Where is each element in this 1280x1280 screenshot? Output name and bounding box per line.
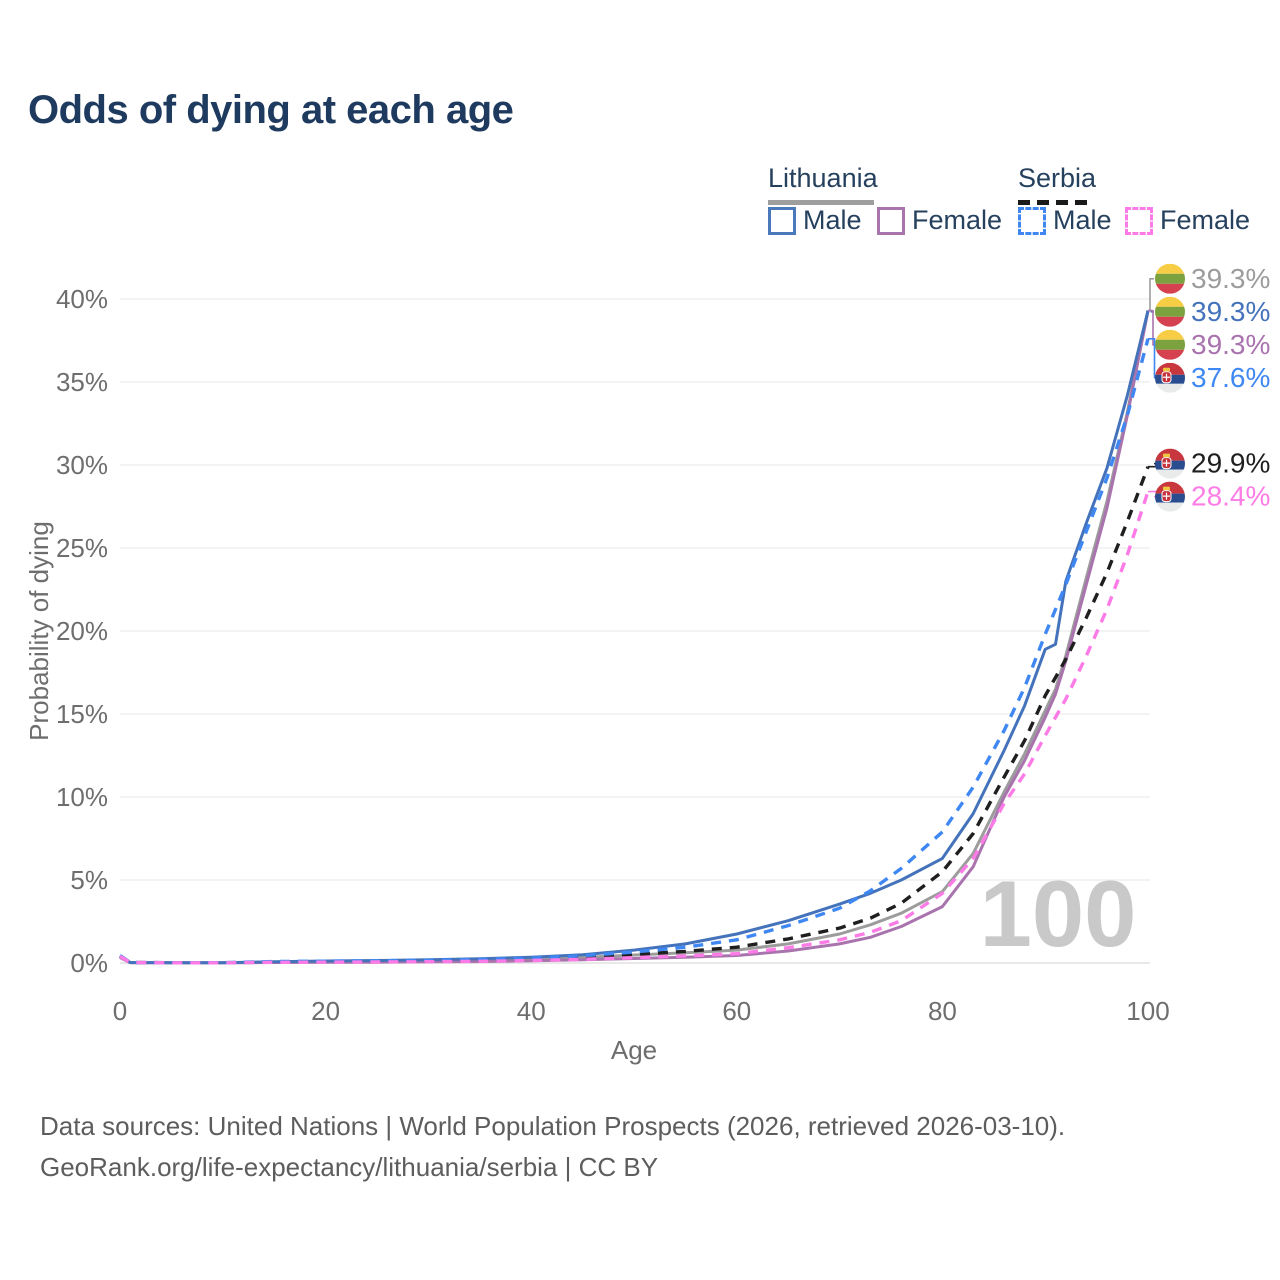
flag-rs-icon [1155, 448, 1185, 479]
y-tick-label: 40% [56, 284, 108, 314]
x-tick-label: 60 [722, 996, 751, 1026]
source-note: Data sources: United Nations | World Pop… [40, 1106, 1065, 1188]
series-serbia-female [119, 491, 1150, 965]
lithuania-female-swatch-icon [877, 206, 905, 235]
end-label-serbia: 29.9% [1148, 448, 1270, 479]
y-tick-label: 15% [56, 699, 108, 729]
end-label-connector [1148, 277, 1154, 312]
end-label-serbia-male: 37.6% [1148, 338, 1270, 393]
legend-item-lithuania-male: Male [768, 205, 862, 236]
legend-item-label: Male [803, 205, 862, 235]
y-axis-title: Probability of dying [24, 521, 54, 741]
x-tick-label: 0 [113, 996, 127, 1026]
source-note-line2: GeoRank.org/life-expectancy/lithuania/se… [40, 1152, 659, 1182]
watermark-100: 100 [980, 861, 1137, 966]
end-label-value: 39.3% [1191, 296, 1270, 327]
series-serbia-male [119, 338, 1150, 965]
page-title: Odds of dying at each age [28, 88, 514, 132]
legend-item-lithuania-female: Female [877, 205, 1002, 236]
x-axis: 0 20 40 60 80 100 Age [113, 996, 1170, 1065]
legend-item-label: Female [912, 205, 1003, 235]
end-label-value: 29.9% [1191, 448, 1270, 479]
y-tick-label: 30% [56, 450, 108, 480]
x-tick-label: 80 [928, 996, 957, 1026]
legend-item-label: Male [1053, 205, 1112, 235]
end-label-value: 37.6% [1191, 362, 1270, 393]
y-tick-label: 20% [56, 616, 108, 646]
end-label-value: 28.4% [1191, 481, 1270, 512]
flag-lt-icon [1155, 329, 1185, 360]
end-label-value: 39.3% [1191, 263, 1270, 294]
y-tick-label: 10% [56, 782, 108, 812]
flag-rs-icon [1155, 481, 1185, 512]
y-tick-label: 5% [70, 865, 108, 895]
x-tick-label: 20 [311, 996, 340, 1026]
flag-lt-icon [1155, 263, 1185, 294]
legend-group-lithuania: Lithuania [768, 163, 878, 205]
end-label-connector [1148, 309, 1154, 346]
legend-group-lithuania-label: Lithuania [768, 163, 878, 193]
flag-rs-icon [1155, 362, 1185, 393]
serbia-male-swatch-icon [1018, 206, 1046, 235]
lithuania-male-swatch-icon [768, 206, 796, 235]
legend-item-serbia-male: Male [1018, 205, 1112, 236]
end-label-lithuania: 39.3% [1148, 263, 1270, 312]
x-tick-label: 100 [1126, 996, 1169, 1026]
lithuania-solid-line-swatch [768, 200, 874, 205]
end-label-serbia-female: 28.4% [1148, 481, 1270, 512]
end-label-lithuania-male: 39.3% [1148, 296, 1270, 327]
series-serbia-total [119, 466, 1150, 965]
end-label-lithuania-female: 39.3% [1148, 309, 1270, 360]
legend-item-label: Female [1160, 205, 1251, 235]
serbia-dashed-line-swatch [1018, 200, 1094, 205]
legend-group-serbia-label: Serbia [1018, 163, 1097, 193]
y-gridlines: 0% 5% 10% 15% 20% 25% 30% 35% 40% [56, 284, 1150, 978]
source-note-line1: Data sources: United Nations | World Pop… [40, 1111, 1066, 1141]
y-tick-label: 0% [70, 948, 108, 978]
flag-lt-icon [1155, 296, 1185, 327]
legend: Lithuania Serbia Male Female Male Female [0, 160, 1280, 240]
legend-group-serbia: Serbia [1018, 163, 1096, 205]
legend-item-serbia-female: Female [1125, 205, 1250, 236]
y-tick-label: 25% [56, 533, 108, 563]
series-lithuania-male [119, 310, 1150, 965]
y-tick-label: 35% [56, 367, 108, 397]
end-label-connector [1148, 338, 1156, 379]
x-axis-title: Age [611, 1035, 657, 1065]
serbia-female-swatch-icon [1125, 206, 1153, 235]
x-tick-label: 40 [517, 996, 546, 1026]
end-label-value: 39.3% [1191, 329, 1270, 360]
